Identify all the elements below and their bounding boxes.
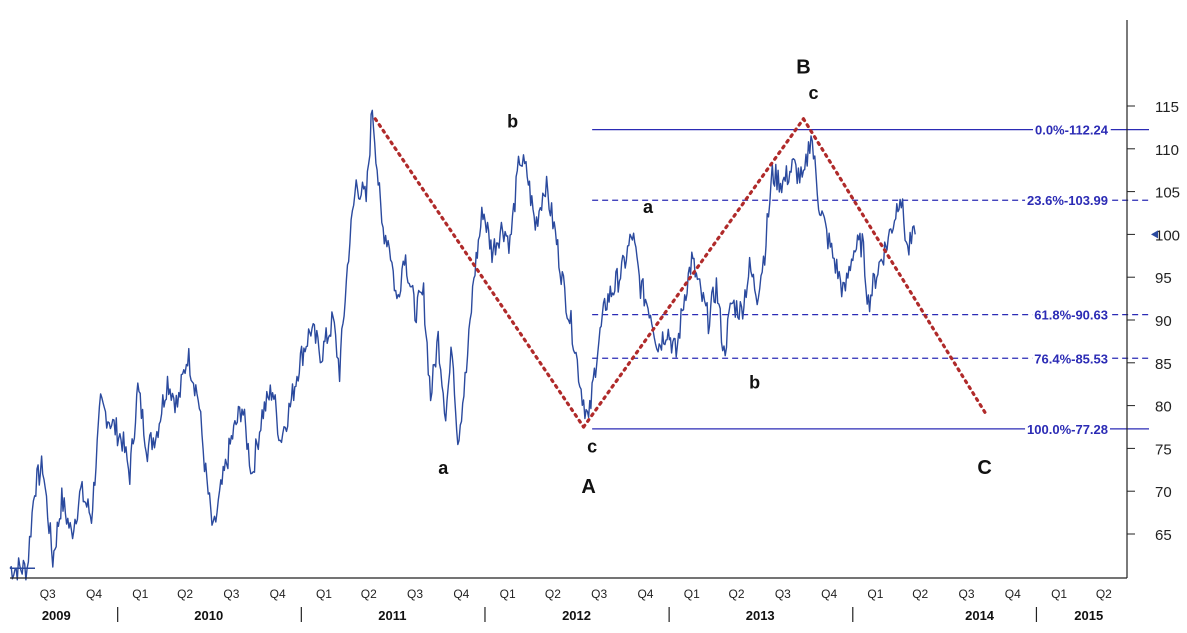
y-tick-label-115: 115 [1155,99,1179,116]
x-year-label-2012: 2012 [562,608,591,623]
wave-label-0: a [438,458,449,478]
x-quarter-label-4: Q3 [223,587,239,601]
x-quarter-label-20: Q3 [958,587,974,601]
fib-label-3: 76.4%-85.53 [1034,351,1108,366]
x-quarter-label-10: Q1 [500,587,516,601]
y-tick-label-105: 105 [1155,185,1180,202]
trendline-0 [373,117,586,429]
fib-label-bg-2 [1032,307,1110,323]
x-quarter-label-22: Q1 [1051,587,1067,601]
y-tick-label-80: 80 [1155,399,1172,416]
trendline-2 [801,117,989,418]
wave-label-5: b [749,372,760,392]
price-line [9,109,916,581]
x-quarter-label-7: Q2 [361,587,377,601]
y-tick-label-65: 65 [1155,527,1172,544]
x-quarter-label-3: Q2 [177,587,193,601]
fib-label-2: 61.8%-90.63 [1034,308,1108,323]
x-quarter-label-18: Q1 [867,587,883,601]
x-quarter-label-13: Q4 [637,587,653,601]
wave-label-4: a [643,197,654,217]
x-quarter-label-23: Q2 [1096,587,1112,601]
x-year-label-2009: 2009 [42,608,71,623]
fib-label-4: 100.0%-77.28 [1027,422,1108,437]
x-quarter-label-9: Q4 [453,587,469,601]
fib-label-bg-0 [1032,122,1111,138]
x-quarter-label-0: Q3 [40,587,56,601]
last-price-marker [1151,230,1158,239]
y-tick-label-100: 100 [1155,227,1180,244]
x-quarter-label-5: Q4 [270,587,286,601]
x-quarter-label-8: Q3 [407,587,423,601]
price-series [9,109,916,581]
x-quarter-label-2: Q1 [132,587,148,601]
x-year-label-2013: 2013 [746,608,775,623]
fib-label-bg-3 [1032,351,1110,367]
x-year-label-2015: 2015 [1074,608,1103,623]
x-year-label-2010: 2010 [194,608,223,623]
x-quarter-label-16: Q3 [775,587,791,601]
fib-label-bg-1 [1025,193,1110,209]
wave-label-7: c [809,83,819,103]
x-quarter-label-11: Q2 [545,587,561,601]
x-year-label-2011: 2011 [378,608,406,623]
x-quarter-label-21: Q4 [1005,587,1021,601]
x-quarter-label-19: Q2 [912,587,928,601]
trendline-1 [581,117,806,429]
wave-label-6: B [796,56,810,78]
y-tick-label-110: 110 [1155,142,1179,159]
wave-label-3: A [581,476,595,498]
x-quarter-label-14: Q1 [684,587,700,601]
x-quarter-label-12: Q3 [591,587,607,601]
x-quarter-label-6: Q1 [316,587,332,601]
fib-label-1: 23.6%-103.99 [1027,193,1108,208]
x-quarter-label-17: Q4 [821,587,837,601]
fibonacci-levels: 0.0%-112.24 23.6%-103.99 61.8%-90.63 76.4%-… [592,122,1149,437]
y-tick-label-70: 70 [1155,484,1172,501]
y-tick-label-90: 90 [1155,313,1172,330]
x-quarter-label-15: Q2 [729,587,745,601]
y-tick-label-85: 85 [1155,356,1172,373]
wave-label-2: c [587,437,597,457]
fib-label-0: 0.0%-112.24 [1035,123,1109,138]
x-quarter-label-1: Q4 [86,587,102,601]
axes: 65 70 75 80 85 90 95 100 105 110 115 Q3 Q4 Q1 Q2 Q3 Q4 Q1… [10,20,1180,623]
wave-label-8: C [977,457,991,479]
wave-label-1: b [507,111,518,131]
trendlines [373,117,989,429]
y-tick-label-95: 95 [1155,270,1172,287]
fib-label-bg-4 [1025,421,1110,437]
x-year-label-2014: 2014 [965,608,995,623]
y-tick-label-75: 75 [1155,441,1172,458]
